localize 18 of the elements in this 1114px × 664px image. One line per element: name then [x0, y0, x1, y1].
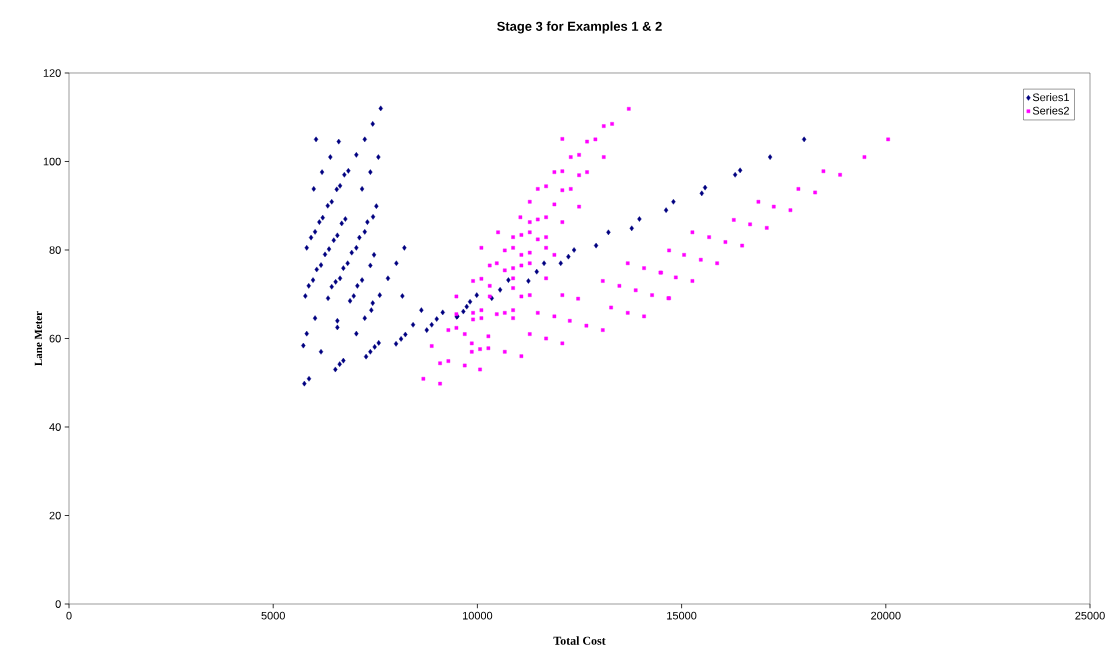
- y-tick-label: 40: [49, 423, 61, 431]
- x-axis-title: Total Cost: [553, 636, 606, 645]
- y-tick-label: 0: [55, 600, 61, 608]
- legend-label: Series2: [1032, 106, 1069, 115]
- x-tick-label: 15000: [667, 611, 697, 620]
- y-tick-label: 120: [43, 69, 61, 77]
- x-tick-label: 25000: [1075, 611, 1105, 620]
- x-tick-label: 0: [66, 611, 72, 620]
- y-tick-label: 20: [49, 511, 61, 520]
- x-tick-label: 20000: [871, 611, 901, 620]
- x-tick-label: 10000: [462, 611, 493, 620]
- y-tick-label: 60: [49, 334, 61, 343]
- y-tick-label: 100: [43, 157, 61, 166]
- y-axis-title: Lane Meter: [34, 311, 43, 366]
- y-tick-label: 80: [49, 246, 61, 254]
- x-tick-label: 5000: [261, 611, 285, 620]
- legend-label: Series1: [1032, 93, 1069, 102]
- chart-title: Stage 3 for Examples 1 & 2: [497, 21, 662, 34]
